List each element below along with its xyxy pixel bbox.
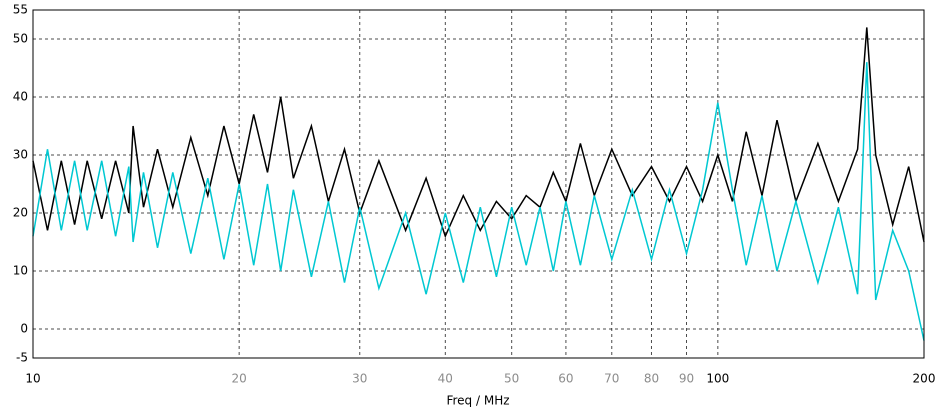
y-tick-label: 10 xyxy=(13,264,28,278)
x-tick-label: 200 xyxy=(913,372,936,386)
x-tick-label: 80 xyxy=(644,372,659,386)
series-line xyxy=(32,27,925,243)
x-axis-label: Freq / MHz xyxy=(446,394,509,408)
series-line xyxy=(32,62,925,341)
x-tick-label: 30 xyxy=(352,372,367,386)
y-tick-label: 0 xyxy=(20,322,28,336)
y-tick-label: 30 xyxy=(13,148,28,162)
x-tick-label: 60 xyxy=(558,372,573,386)
x-tick-label: 10 xyxy=(25,372,40,386)
x-tick-label: 50 xyxy=(504,372,519,386)
y-tick-label: -5 xyxy=(16,351,28,365)
y-tick-label: 55 xyxy=(13,3,28,17)
x-tick-label: 20 xyxy=(232,372,247,386)
y-tick-label: 50 xyxy=(13,32,28,46)
x-tick-label: 70 xyxy=(604,372,619,386)
x-tick-label: 100 xyxy=(706,372,729,386)
x-tick-label: 90 xyxy=(679,372,694,386)
plot-frame xyxy=(32,9,925,359)
y-tick-label: 40 xyxy=(13,90,28,104)
x-tick-label: 40 xyxy=(438,372,453,386)
y-tick-label: 20 xyxy=(13,206,28,220)
